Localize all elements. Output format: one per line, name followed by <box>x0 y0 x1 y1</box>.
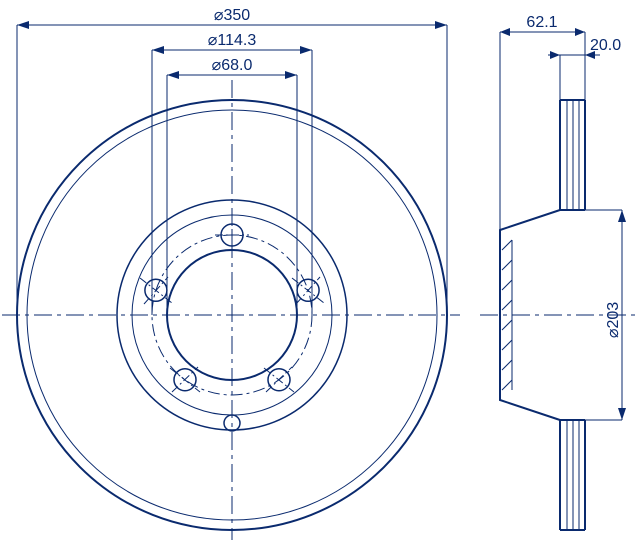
dim-label-w20: 20.0 <box>590 37 621 54</box>
dim-label-d350: ⌀350 <box>214 7 250 24</box>
dim-label-w62: 62.1 <box>526 14 557 31</box>
dim-label-d68: ⌀68.0 <box>212 57 253 74</box>
side-view: 62.1 20.0 ⌀203 <box>480 14 635 530</box>
dim-w62: 62.1 <box>500 14 585 230</box>
dim-label-d114: ⌀114.3 <box>208 32 257 49</box>
front-view: ⌀350 ⌀114.3 ⌀68.0 <box>2 7 460 540</box>
dim-label-d203: ⌀203 <box>605 302 622 338</box>
technical-drawing: ⌀350 ⌀114.3 ⌀68.0 <box>0 0 638 553</box>
